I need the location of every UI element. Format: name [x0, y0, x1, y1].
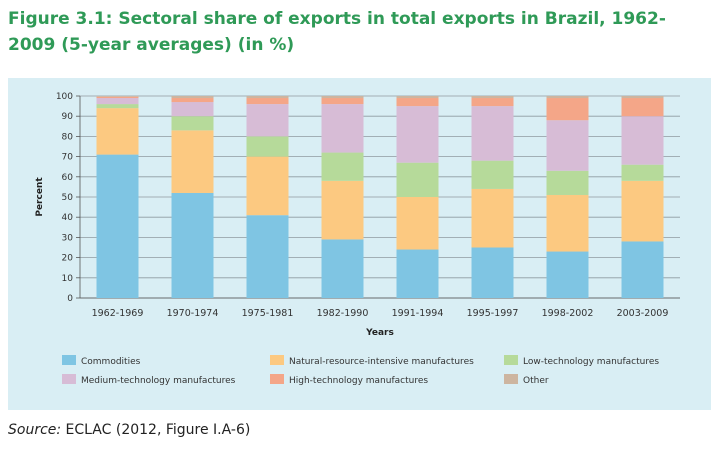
bar-segment	[246, 136, 289, 157]
stacked-bar-chart: 0 10 20 30 40 50 60 70 80 90 100 1962-1969 1970-1974…	[35, 92, 680, 386]
legend-swatch	[504, 374, 518, 384]
y-tick-label: 40	[62, 213, 74, 223]
bar-segment	[621, 164, 664, 181]
y-tick-label: 100	[56, 92, 73, 102]
legend-entry: High-technology manufactures	[289, 376, 428, 386]
legend-entry: Low-technology manufactures	[523, 357, 659, 367]
legend-entry: Medium-technology manufactures	[81, 376, 236, 386]
bar-segment	[546, 98, 589, 121]
bar-segment	[171, 102, 214, 117]
bar-segment	[321, 180, 364, 240]
bar-segment	[396, 249, 439, 298]
bar-segment	[171, 192, 214, 298]
x-tick-label: 1970-1974	[167, 308, 219, 319]
source-label: Source:	[8, 422, 62, 438]
bar-segment	[96, 96, 139, 99]
bar-segment	[246, 98, 289, 105]
y-tick-label: 30	[62, 233, 74, 243]
bar-segment	[246, 104, 289, 137]
bar-segment	[321, 239, 364, 298]
bar-segment	[96, 108, 139, 155]
y-tick-label: 60	[62, 173, 74, 183]
figure-title: Figure 3.1: Sectoral share of exports in…	[8, 9, 666, 55]
legend-entry: Other	[523, 376, 549, 386]
y-tick-label: 70	[62, 153, 74, 163]
bar-segment	[621, 96, 664, 99]
legend-swatch	[504, 355, 518, 365]
y-tick-label: 50	[62, 193, 74, 203]
bar-segment	[546, 194, 589, 252]
bar-segment	[471, 96, 514, 99]
bar-segment	[396, 106, 439, 163]
bar-segment	[396, 96, 439, 99]
bar-segment	[171, 96, 214, 99]
y-tick-label: 0	[67, 294, 73, 304]
bar-segment	[96, 98, 139, 105]
source-note: Source: ECLAC (2012, Figure I.A-6)	[8, 422, 250, 438]
bar-segment	[546, 251, 589, 298]
bar-segment	[471, 160, 514, 189]
y-tick-label: 20	[62, 254, 74, 264]
x-tick-label: 1975-1981	[242, 308, 294, 319]
y-tick-label: 10	[62, 274, 74, 284]
bar-segment	[246, 156, 289, 216]
bar-segment	[171, 130, 214, 193]
y-tick-label: 90	[62, 112, 74, 122]
x-tick-label: 1991-1994	[392, 308, 444, 319]
bar-segment	[321, 98, 364, 105]
bar-segment	[321, 152, 364, 181]
bar-segment	[396, 197, 439, 250]
bar-segment	[246, 96, 289, 99]
bar-segment	[546, 96, 589, 99]
bar-segment	[96, 154, 139, 298]
bar-segment	[471, 247, 514, 298]
bar-segment	[246, 215, 289, 298]
y-axis-label: Percent	[35, 177, 45, 217]
legend-swatch	[62, 374, 76, 384]
legend-swatch	[270, 355, 284, 365]
x-axis-label: Years	[365, 328, 394, 338]
bar-segment	[171, 116, 214, 131]
bar-segment	[621, 180, 664, 242]
legend-entry: Commodities	[81, 357, 141, 367]
bar-segment	[546, 170, 589, 195]
bar-segment	[471, 98, 514, 107]
y-tick-label: 80	[62, 132, 74, 142]
bar-segment	[621, 98, 664, 117]
x-tick-label: 1982-1990	[317, 308, 369, 319]
bar-segment	[396, 98, 439, 107]
legend-swatch	[62, 355, 76, 365]
bar-segment	[96, 96, 139, 97]
chart-panel: 0 10 20 30 40 50 60 70 80 90 100 1962-1969 1970-1974…	[8, 78, 711, 410]
source-text: ECLAC (2012, Figure I.A-6)	[61, 422, 251, 438]
bar-segment	[321, 104, 364, 153]
bar-segment	[321, 96, 364, 99]
bar-segment	[396, 162, 439, 197]
bar-segment	[96, 104, 139, 109]
bar-segment	[546, 120, 589, 171]
x-tick-label: 1962-1969	[92, 308, 144, 319]
bar-segment	[471, 106, 514, 161]
legend-entry: Natural-resource-intensive manufactures	[289, 357, 474, 367]
bar-segment	[621, 241, 664, 298]
bar-segment	[471, 188, 514, 248]
bar-segment	[171, 98, 214, 103]
x-tick-label: 2003-2009	[617, 308, 669, 319]
bar-segment	[621, 116, 664, 165]
legend-swatch	[270, 374, 284, 384]
x-tick-label: 1998-2002	[542, 308, 594, 319]
x-tick-label: 1995-1997	[467, 308, 519, 319]
